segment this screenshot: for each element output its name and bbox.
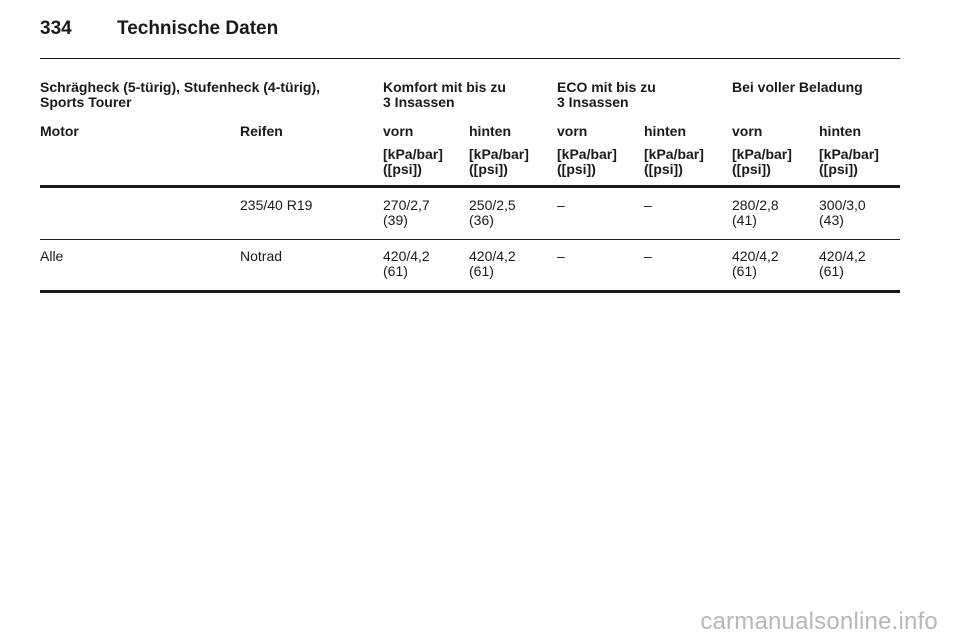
page-header: 334 Technische Daten bbox=[40, 18, 278, 48]
column-header-row: Motor Reifen vorn hinten vorn hinten vor… bbox=[40, 124, 900, 147]
pressure-value: 420/4,2 (61) bbox=[469, 248, 516, 279]
pressure-value: – bbox=[557, 248, 565, 264]
pressure-value: – bbox=[557, 197, 565, 213]
group-header-full-load: Bei voller Beladung bbox=[732, 79, 863, 95]
unit-label: [kPa/bar] ([psi]) bbox=[557, 146, 617, 177]
pressure-value: 420/4,2 (61) bbox=[732, 248, 779, 279]
table-row: 235/40 R19 270/2,7 (39) 250/2,5 (36) – – 2… bbox=[40, 188, 900, 239]
unit-label: [kPa/bar] ([psi]) bbox=[819, 146, 879, 177]
column-header-comfort-front: vorn bbox=[383, 123, 414, 139]
unit-label: [kPa/bar] ([psi]) bbox=[644, 146, 704, 177]
table-row: Alle Notrad 420/4,2 (61) 420/4,2 (61) – – … bbox=[40, 240, 900, 290]
pressure-value: 420/4,2 (61) bbox=[819, 248, 866, 279]
pressure-value: 420/4,2 (61) bbox=[383, 248, 430, 279]
column-header-eco-front: vorn bbox=[557, 123, 588, 139]
unit-label: [kPa/bar] ([psi]) bbox=[383, 146, 443, 177]
unit-label: [kPa/bar] ([psi]) bbox=[732, 146, 792, 177]
column-header-tire: Reifen bbox=[240, 123, 283, 139]
page-title: Technische Daten bbox=[117, 18, 279, 39]
column-header-eco-rear: hinten bbox=[644, 123, 686, 139]
page-number: 334 bbox=[40, 18, 72, 39]
pressure-value: – bbox=[644, 197, 652, 213]
table-bottom-rule bbox=[40, 290, 900, 293]
row-tire: Notrad bbox=[240, 248, 283, 264]
pressure-value: 270/2,7 (39) bbox=[383, 197, 430, 228]
pressure-value: – bbox=[644, 248, 652, 264]
column-header-comfort-rear: hinten bbox=[469, 123, 511, 139]
tire-pressure-table: Schrägheck (5-türig), Stufenheck (4-türi… bbox=[40, 80, 900, 293]
column-header-motor: Motor bbox=[40, 123, 79, 139]
group-header-vehicle: Schrägheck (5-türig), Stufenheck (4-türi… bbox=[40, 79, 321, 110]
row-motor: Alle bbox=[40, 248, 64, 264]
pressure-value: 300/3,0 (43) bbox=[819, 197, 866, 228]
group-header-row: Schrägheck (5-türig), Stufenheck (4-türi… bbox=[40, 80, 900, 124]
pressure-value: 280/2,8 (41) bbox=[732, 197, 779, 228]
unit-label: [kPa/bar] ([psi]) bbox=[469, 146, 529, 177]
column-header-full-rear: hinten bbox=[819, 123, 861, 139]
watermark: carmanualsonline.info bbox=[700, 608, 938, 635]
row-divider bbox=[40, 239, 900, 240]
group-header-comfort: Komfort mit bis zu 3 Insassen bbox=[383, 79, 506, 110]
header-bottom-rule bbox=[40, 185, 900, 188]
row-tire: 235/40 R19 bbox=[240, 197, 313, 213]
group-header-eco: ECO mit bis zu 3 Insassen bbox=[557, 79, 656, 110]
header-divider bbox=[40, 58, 900, 59]
units-row: [kPa/bar] ([psi]) [kPa/bar] ([psi]) [kPa/b… bbox=[40, 147, 900, 185]
pressure-value: 250/2,5 (36) bbox=[469, 197, 516, 228]
column-header-full-front: vorn bbox=[732, 123, 763, 139]
